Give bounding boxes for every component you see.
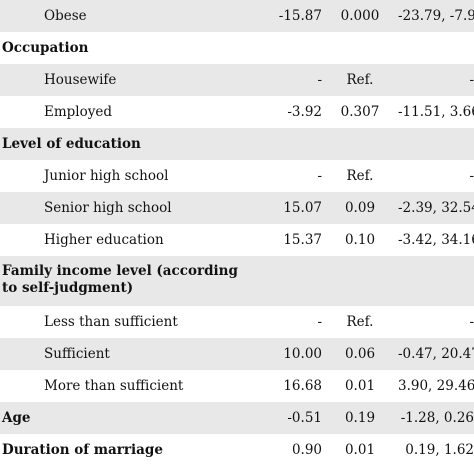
ci-cell: -1.28, 0.26 bbox=[400, 410, 474, 426]
coefficient-cell: 10.00 bbox=[283, 346, 322, 362]
p-value-cell: 0.10 bbox=[344, 232, 376, 248]
ci-cell: - bbox=[469, 314, 474, 330]
ci-cell: -23.79, -7.96 bbox=[398, 8, 474, 24]
section-header-row: Family income level (according to self-j… bbox=[0, 256, 474, 306]
p-value-cell: 0.307 bbox=[340, 104, 380, 120]
section-label: Age bbox=[2, 410, 31, 426]
row-label: Higher education bbox=[44, 232, 164, 248]
row-label: Obese bbox=[44, 8, 87, 24]
table-row: Higher education 15.37 0.10 -3.42, 34.16 bbox=[0, 224, 474, 256]
ci-cell: 3.90, 29.46 bbox=[398, 378, 474, 394]
table-row: Sufficient 10.00 0.06 -0.47, 20.47 bbox=[0, 338, 474, 370]
p-value-cell: 0.09 bbox=[344, 200, 376, 216]
row-label: Senior high school bbox=[44, 200, 172, 216]
table-row: Senior high school 15.07 0.09 -2.39, 32.… bbox=[0, 192, 474, 224]
p-value-cell: 0.06 bbox=[344, 346, 376, 362]
section-header-row: Age -0.51 0.19 -1.28, 0.26 bbox=[0, 402, 474, 434]
table-row: Employed -3.92 0.307 -11.51, 3.66 bbox=[0, 96, 474, 128]
coefficient-cell: 16.68 bbox=[283, 378, 322, 394]
section-header-row: Duration of marriage 0.90 0.01 0.19, 1.6… bbox=[0, 434, 474, 466]
ci-cell: 0.19, 1.62 bbox=[405, 442, 474, 458]
coefficient-cell: -3.92 bbox=[287, 104, 322, 120]
p-value-cell: 0.19 bbox=[344, 410, 376, 426]
row-label: Less than sufficient bbox=[44, 314, 178, 330]
table-row: Less than sufficient - Ref. - bbox=[0, 306, 474, 338]
ci-cell: - bbox=[469, 72, 474, 88]
coefficient-cell: -0.51 bbox=[287, 410, 322, 426]
table-row: Obese -15.87 0.000 -23.79, -7.96 bbox=[0, 0, 474, 32]
section-label: Level of education bbox=[2, 136, 141, 152]
p-value-cell: Ref. bbox=[346, 72, 374, 88]
ci-cell: -3.42, 34.16 bbox=[398, 232, 474, 248]
table-row: More than sufficient 16.68 0.01 3.90, 29… bbox=[0, 370, 474, 402]
section-header-row: Occupation bbox=[0, 32, 474, 64]
coefficient-cell: -15.87 bbox=[278, 8, 322, 24]
p-value-cell: 0.000 bbox=[340, 8, 380, 24]
p-value-cell: Ref. bbox=[346, 314, 374, 330]
table-row: Junior high school - Ref. - bbox=[0, 160, 474, 192]
coefficient-cell: - bbox=[317, 72, 322, 88]
row-label: Housewife bbox=[44, 72, 117, 88]
ci-cell: - bbox=[469, 168, 474, 184]
row-label: Employed bbox=[44, 104, 113, 120]
table-row: Housewife - Ref. - bbox=[0, 64, 474, 96]
row-label: More than sufficient bbox=[44, 378, 184, 394]
p-value-cell: 0.01 bbox=[344, 442, 376, 458]
coefficient-cell: - bbox=[317, 314, 322, 330]
row-label: Junior high school bbox=[44, 168, 169, 184]
coefficient-cell: 0.90 bbox=[291, 442, 322, 458]
ci-cell: -2.39, 32.54 bbox=[398, 200, 474, 216]
section-label: Family income level (according to self-j… bbox=[2, 263, 238, 296]
coefficient-cell: - bbox=[317, 168, 322, 184]
section-label: Duration of marriage bbox=[2, 442, 163, 458]
p-value-cell: Ref. bbox=[346, 168, 374, 184]
coefficient-cell: 15.37 bbox=[283, 232, 322, 248]
ci-cell: -0.47, 20.47 bbox=[398, 346, 474, 362]
coefficient-cell: 15.07 bbox=[283, 200, 322, 216]
row-label: Sufficient bbox=[44, 346, 110, 362]
ci-cell: -11.51, 3.66 bbox=[398, 104, 474, 120]
section-label: Occupation bbox=[2, 40, 89, 56]
section-header-row: Level of education bbox=[0, 128, 474, 160]
p-value-cell: 0.01 bbox=[344, 378, 376, 394]
